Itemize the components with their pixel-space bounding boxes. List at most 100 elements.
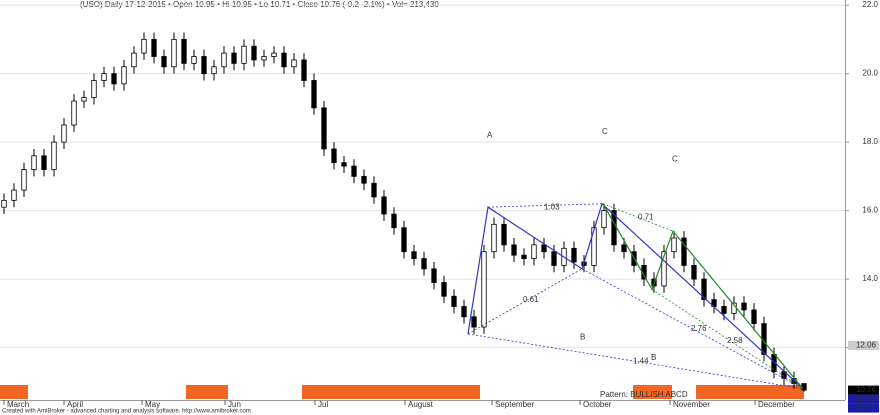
candle-body (131, 52, 137, 68)
annotation: 0.71 (638, 213, 654, 222)
candle-body (751, 309, 757, 325)
y-tick-label: 16.0 (862, 206, 878, 215)
candle-body (481, 251, 487, 328)
signal-zone (302, 385, 480, 399)
candle-body (171, 38, 177, 68)
candle-body (501, 223, 507, 246)
candle-body (571, 247, 577, 263)
candle-body (361, 175, 367, 184)
candle-body (661, 251, 667, 287)
y-tick-label: 14.0 (862, 274, 878, 283)
candle-body (41, 155, 47, 170)
candle-body (461, 306, 467, 318)
candle-body (101, 73, 107, 81)
price-tag (848, 385, 879, 395)
candle-body (81, 97, 87, 102)
footer: Created with AmiBroker - advanced charti… (2, 409, 251, 415)
candle-body (161, 56, 167, 68)
candle-body (391, 213, 397, 229)
candle-body (491, 223, 497, 253)
candle-body (11, 189, 17, 201)
candle-body (331, 148, 337, 164)
candle-body (601, 210, 607, 229)
pattern-ratio-line (487, 203, 603, 208)
annotation: Pattern: BULLISH ABCD (600, 390, 688, 399)
price-tag (848, 403, 879, 413)
candle-body (681, 237, 687, 266)
candle-body (121, 66, 127, 85)
candle-body (211, 66, 217, 75)
candle-body (381, 196, 387, 215)
pattern-line (602, 203, 804, 390)
annotation: B (580, 332, 585, 341)
candle-body (371, 182, 377, 198)
candle-body (181, 38, 187, 64)
pattern-ratio-line (581, 268, 804, 390)
y-tick-label: 18.0 (862, 137, 878, 146)
candle-body (141, 38, 147, 54)
candle-body (31, 155, 37, 170)
candle-body (1, 199, 7, 208)
candle-body (721, 306, 727, 314)
signal-zone (696, 385, 804, 399)
annotation: A (487, 130, 493, 139)
price-tag (848, 341, 879, 351)
price-tag-label: 12.06 (856, 341, 877, 350)
chart-title: (USO) Daily 17-12-2015 • Open 10.95 • Hi… (80, 0, 439, 9)
signal-zone (0, 385, 28, 399)
candle-body (71, 100, 77, 126)
x-tick-label: September (495, 400, 534, 409)
annotation: 1.03 (544, 202, 560, 211)
x-tick-label: October (583, 400, 612, 409)
candle-body (321, 107, 327, 150)
candle-body (341, 162, 347, 167)
candle-body (531, 244, 537, 259)
candle-body (511, 244, 517, 256)
annotation: 2.76 (691, 324, 707, 333)
annotation: C (602, 127, 608, 136)
candle-body (151, 38, 157, 57)
x-tick-label: November (673, 400, 710, 409)
y-tick-label: 22.0 (862, 0, 878, 9)
candle-body (451, 295, 457, 307)
price-tag (848, 394, 879, 404)
candle-body (411, 251, 417, 259)
candle-body (351, 165, 357, 177)
candle-body (691, 265, 697, 280)
annotation: C (672, 154, 678, 163)
x-tick-label: December (758, 400, 795, 409)
candle-body (431, 268, 437, 283)
candle-body (701, 278, 707, 301)
x-tick-label: Jul (318, 400, 328, 409)
candle-body (231, 52, 237, 64)
x-tick-label: March (7, 400, 29, 409)
candle-body (271, 52, 277, 57)
price-tag-label: 10.71 (856, 403, 877, 412)
candle-body (671, 237, 677, 253)
candle-body (441, 282, 447, 297)
candle-body (221, 52, 227, 68)
candle-body (261, 56, 267, 61)
candle-body (401, 227, 407, 253)
candle-body (471, 316, 477, 328)
y-tick-label: 20.0 (862, 69, 878, 78)
x-tick-label: August (408, 400, 434, 409)
candle-body (191, 56, 197, 64)
candle-body (741, 302, 747, 311)
pattern-ratio-line (467, 268, 583, 335)
candle-body (291, 59, 297, 68)
candle-body (311, 80, 317, 109)
annotation: 0.61 (523, 295, 539, 304)
price-tag-label: 10.76 (856, 385, 877, 394)
candle-body (301, 59, 307, 81)
candle-body (551, 251, 557, 266)
pattern-ratio-line (602, 203, 674, 232)
x-tick-label: April (67, 400, 83, 409)
candle-body (91, 80, 97, 99)
annotation: B (651, 353, 656, 362)
candle-body (21, 169, 27, 191)
candle-body (241, 45, 247, 64)
candle-body (51, 141, 57, 170)
